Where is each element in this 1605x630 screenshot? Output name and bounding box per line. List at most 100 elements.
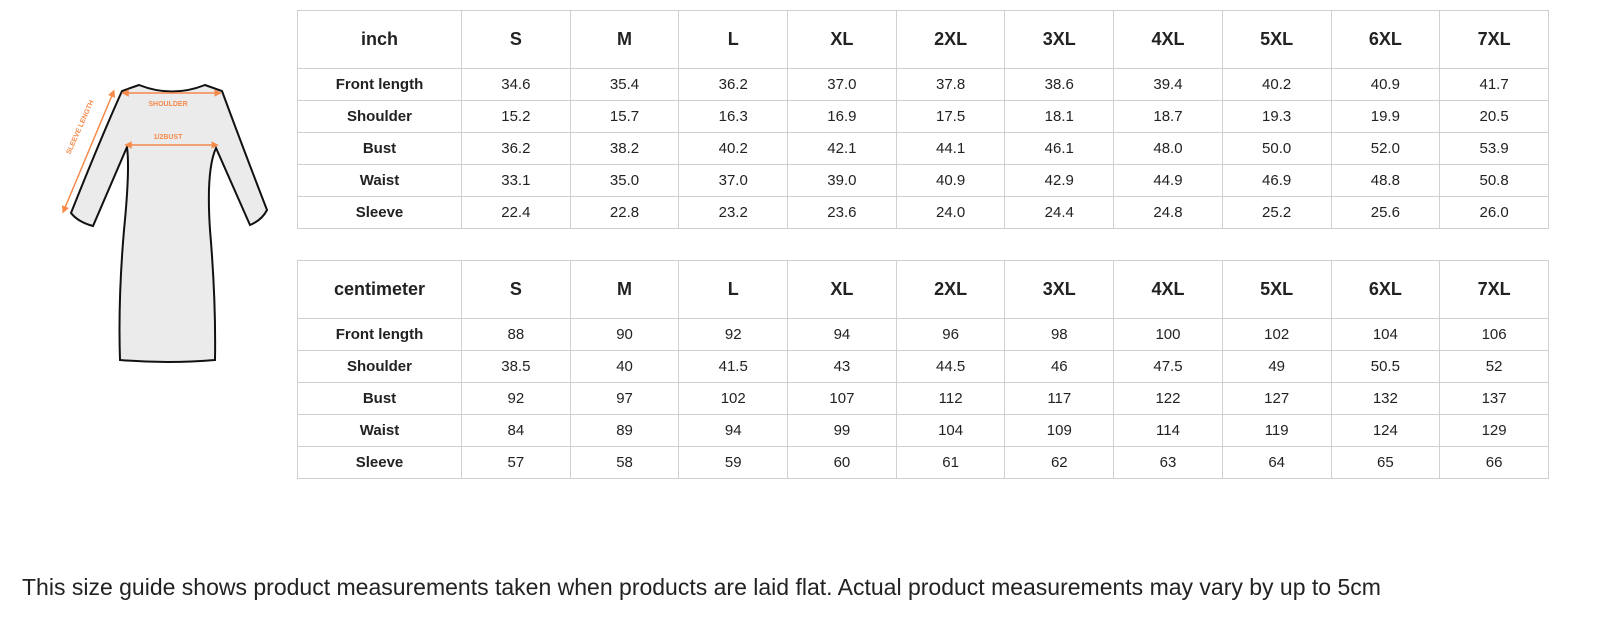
table-cell: 53.9 (1439, 132, 1549, 165)
table-cell: 127 (1221, 382, 1332, 415)
table-row: Shoulder 15.2 15.7 16.3 16.9 17.5 18.1 18.7 19.3… (297, 100, 1549, 133)
table-cell: 17.5 (895, 100, 1006, 133)
table-cell: 102 (1221, 318, 1332, 351)
table-cell: 22.4 (461, 196, 571, 229)
row-label: Sleeve (297, 196, 462, 229)
table-cell: 37.0 (787, 68, 897, 101)
table-cell: 46.1 (1004, 132, 1115, 165)
table-cell: 40.9 (1330, 68, 1441, 101)
table-cell: 40.2 (678, 132, 789, 165)
table-cell: 98 (1004, 318, 1115, 351)
table-row: Sleeve 57 58 59 60 61 62 63 64 65 66 (297, 446, 1549, 479)
inch-size-table: inch S M L XL 2XL 3XL 4XL 5XL 6XL 7XL Front length 3… (297, 10, 1549, 229)
table-cell: 39.4 (1113, 68, 1223, 101)
unit-header: centimeter (297, 260, 462, 319)
size-header: 2XL (895, 260, 1006, 319)
table-cell: 35.0 (569, 164, 680, 197)
table-cell: 39.0 (787, 164, 897, 197)
table-cell: 33.1 (461, 164, 571, 197)
table-row: Bust 36.2 38.2 40.2 42.1 44.1 46.1 48.0 50.0 52.0… (297, 132, 1549, 165)
table-cell: 114 (1113, 414, 1223, 447)
size-header: 4XL (1113, 260, 1223, 319)
table-cell: 19.3 (1221, 100, 1332, 133)
table-cell: 49 (1221, 350, 1332, 383)
table-cell: 109 (1004, 414, 1115, 447)
size-header: M (569, 260, 680, 319)
table-cell: 92 (461, 382, 571, 415)
table-cell: 36.2 (678, 68, 789, 101)
table-cell: 16.9 (787, 100, 897, 133)
table-cell: 104 (895, 414, 1006, 447)
table-cell: 88 (461, 318, 571, 351)
table-cell: 46.9 (1221, 164, 1332, 197)
table-row: Front length 88 90 92 94 96 98 100 102 104 106 (297, 318, 1549, 351)
table-cell: 52.0 (1330, 132, 1441, 165)
size-header: S (461, 260, 571, 319)
table-cell: 47.5 (1113, 350, 1223, 383)
table-cell: 44.5 (895, 350, 1006, 383)
table-cell: 92 (678, 318, 789, 351)
header-row: centimeter S M L XL 2XL 3XL 4XL 5XL 6XL 7XL (297, 260, 1549, 319)
table-cell: 132 (1330, 382, 1441, 415)
size-header: 4XL (1113, 10, 1223, 69)
table-cell: 99 (787, 414, 897, 447)
dress-outline (69, 83, 269, 363)
table-cell: 65 (1330, 446, 1441, 479)
table-cell: 90 (569, 318, 680, 351)
table-cell: 107 (787, 382, 897, 415)
table-cell: 104 (1330, 318, 1441, 351)
table-cell: 15.7 (569, 100, 680, 133)
size-header: 6XL (1330, 260, 1441, 319)
table-row: Waist 33.1 35.0 37.0 39.0 40.9 42.9 44.9 46.9 48.… (297, 164, 1549, 197)
size-header: 5XL (1221, 260, 1332, 319)
table-cell: 25.2 (1221, 196, 1332, 229)
table-cell: 60 (787, 446, 897, 479)
row-label: Sleeve (297, 446, 462, 479)
table-cell: 122 (1113, 382, 1223, 415)
table-cell: 38.5 (461, 350, 571, 383)
table-cell: 102 (678, 382, 789, 415)
bust-label: 1/2BUST (154, 134, 184, 141)
dress-measurement-diagram: SHOULDER 1/2BUST SLEEVE LENGTH (61, 83, 269, 363)
table-cell: 22.8 (569, 196, 680, 229)
table-cell: 40.2 (1221, 68, 1332, 101)
table-cell: 50.8 (1439, 164, 1549, 197)
table-cell: 64 (1221, 446, 1332, 479)
table-cell: 41.7 (1439, 68, 1549, 101)
table-cell: 18.7 (1113, 100, 1223, 133)
table-cell: 61 (895, 446, 1006, 479)
size-header: 7XL (1439, 10, 1549, 69)
table-cell: 48.8 (1330, 164, 1441, 197)
table-cell: 63 (1113, 446, 1223, 479)
row-label: Waist (297, 164, 462, 197)
table-cell: 42.9 (1004, 164, 1115, 197)
row-label: Front length (297, 318, 462, 351)
size-header: L (678, 260, 789, 319)
table-cell: 24.4 (1004, 196, 1115, 229)
size-header: S (461, 10, 571, 69)
size-header: 6XL (1330, 10, 1441, 69)
unit-header: inch (297, 10, 462, 69)
table-cell: 16.3 (678, 100, 789, 133)
table-cell: 48.0 (1113, 132, 1223, 165)
size-header: 3XL (1004, 260, 1115, 319)
table-row: Shoulder 38.5 40 41.5 43 44.5 46 47.5 49 50.5 52 (297, 350, 1549, 383)
table-cell: 58 (569, 446, 680, 479)
row-label: Shoulder (297, 350, 462, 383)
table-cell: 44.1 (895, 132, 1006, 165)
size-header: L (678, 10, 789, 69)
table-cell: 129 (1439, 414, 1549, 447)
table-cell: 25.6 (1330, 196, 1441, 229)
size-header: 3XL (1004, 10, 1115, 69)
table-cell: 37.0 (678, 164, 789, 197)
table-cell: 62 (1004, 446, 1115, 479)
table-cell: 119 (1221, 414, 1332, 447)
table-cell: 24.8 (1113, 196, 1223, 229)
table-cell: 84 (461, 414, 571, 447)
table-cell: 35.4 (569, 68, 680, 101)
table-cell: 38.2 (569, 132, 680, 165)
size-header: 2XL (895, 10, 1006, 69)
table-cell: 100 (1113, 318, 1223, 351)
table-cell: 15.2 (461, 100, 571, 133)
table-cell: 26.0 (1439, 196, 1549, 229)
